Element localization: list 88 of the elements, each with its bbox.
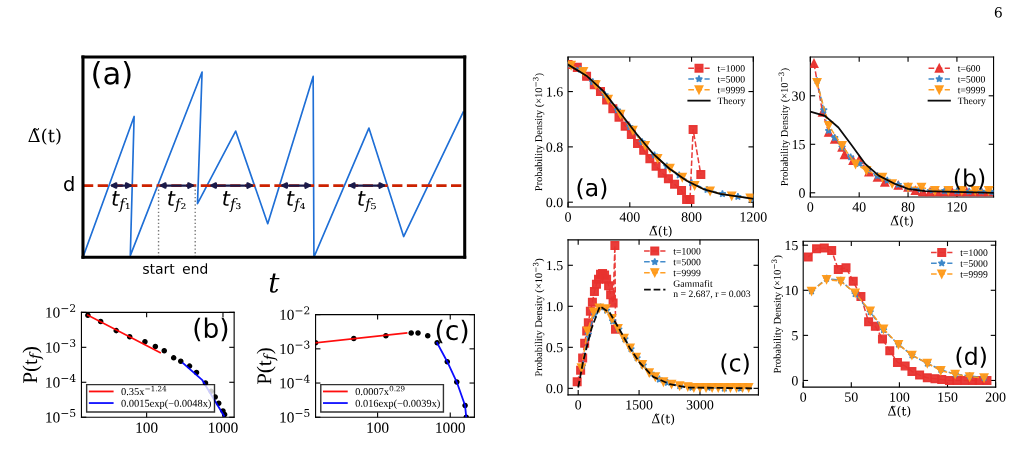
y-tick-label: 0.5: [546, 342, 563, 353]
text: Δ̃(t): [28, 128, 61, 145]
legend-label: t=9999: [957, 86, 985, 94]
x-axis-title: Δ̃(t): [649, 225, 672, 238]
y-tick-label: 10$^{−3}$: [280, 340, 310, 355]
y-tick-label: 0: [799, 188, 805, 198]
y-tick-label: 1.0: [547, 301, 563, 312]
y-axis-title: Probability Density (×10$^{−3}$): [532, 73, 545, 191]
legend-label: Theory: [957, 97, 986, 107]
text: t$_{f₄}$: [287, 191, 306, 213]
y-tick-label: 10$^{−5}$: [46, 409, 76, 423]
legend-label: t=5000: [960, 260, 988, 267]
legend-label: 0.0015exp(−0.0048x): [121, 399, 211, 409]
x-tick-label: 150: [938, 392, 958, 402]
x-tick-label: 80: [901, 202, 915, 212]
y-tick-label: 10$^{−4}$: [280, 374, 310, 389]
legend-label: 0.016exp(−0.0039x): [355, 399, 440, 409]
x-tick-label: 0: [807, 202, 814, 212]
text: t$_{f₃}$: [223, 191, 241, 213]
text: t$_{f₂}$: [168, 191, 186, 213]
x-tick-label: 40: [852, 202, 866, 212]
legend-label: 0.0007x$^{0.29}$: [355, 385, 405, 396]
annotation: (a): [577, 178, 607, 200]
legend-label: t=1000: [673, 247, 701, 255]
x-tick-label: 1000: [436, 422, 465, 433]
text: (a): [93, 61, 131, 89]
y-tick-label: 10: [785, 285, 798, 296]
text: t$_{f₅}$: [358, 191, 376, 213]
text: start: [143, 263, 175, 274]
annotation: (d): [956, 346, 986, 368]
x-tick-label: 1000: [209, 422, 238, 433]
legend-label: t=600: [957, 65, 981, 72]
text: end: [182, 263, 208, 274]
y-tick-label: 0.0: [546, 383, 563, 394]
y-tick-label: 10$^{−3}$: [46, 339, 76, 353]
x-axis-title: Δ̃(t): [890, 215, 913, 228]
text: t$_{f₁}$: [112, 191, 130, 213]
legend-label: t=1000: [717, 65, 745, 72]
x-tick-label: 100: [136, 422, 158, 433]
y-tick-label: 15: [785, 240, 798, 251]
y-axis-title: P(t$_{f}$): [256, 348, 278, 385]
x-tick-label: 100: [367, 422, 389, 433]
legend-label: t=5000: [717, 75, 745, 83]
text: t: [269, 273, 280, 293]
y-tick-label: 0.8: [546, 142, 563, 152]
x-axis-title: Δ̃(t): [887, 405, 911, 418]
x-tick-label: 50: [845, 392, 858, 402]
legend-label: t=9999: [960, 271, 988, 278]
legend-label: Theory: [717, 97, 746, 107]
annotation: (b): [954, 168, 985, 190]
y-tick-label: 15: [792, 139, 805, 150]
y-tick-label: 10$^{−5}$: [280, 409, 310, 423]
y-tick-label: 1.5: [547, 260, 563, 271]
y-axis-title: P(t$_{f}$): [22, 347, 44, 383]
y-axis-title: Probability Density (×10$^{−3}$): [771, 255, 783, 374]
legend-label: t=5000: [957, 75, 985, 83]
annotation: (c): [721, 353, 749, 375]
x-tick-label: 0: [565, 212, 571, 222]
y-tick-label: 0.0: [546, 197, 563, 208]
y-tick-label: 10$^{−4}$: [46, 373, 76, 388]
y-axis-title: Probability Density (×10$^{−3}$): [778, 68, 791, 186]
x-tick-label: 1200: [740, 212, 767, 222]
x-tick-label: 800: [681, 212, 702, 222]
y-tick-label: 10$^{−2}$: [280, 306, 310, 320]
x-tick-label: 100: [890, 392, 910, 402]
x-tick-label: 400: [619, 212, 640, 222]
x-axis-title: Δ̃(t): [651, 413, 675, 426]
y-axis-title: Probability Density (×10$^{−3}$): [532, 258, 545, 377]
annotation: (b): [194, 317, 228, 342]
y-tick-label: 10$^{−2}$: [46, 304, 76, 318]
x-tick-label: 0: [575, 400, 582, 410]
y-tick-label: 0: [791, 376, 798, 386]
annotation: (c): [436, 319, 468, 344]
text: 6: [994, 7, 1002, 18]
y-tick-label: 5: [792, 331, 798, 341]
x-tick-label: 200: [985, 392, 1006, 402]
text: d: [64, 176, 74, 192]
x-tick-label: 120: [947, 202, 967, 212]
legend-label: t=1000: [960, 249, 988, 256]
legend-label: Gammafit n = 2.687, r = 0.003: [673, 280, 751, 299]
y-tick-label: 1.6: [547, 87, 563, 97]
legend-label: 0.35x$^{−1.24}$: [121, 385, 167, 396]
legend-label: t=9999: [673, 269, 701, 277]
y-tick-label: 30: [792, 91, 805, 101]
x-tick-label: 3000: [686, 400, 714, 410]
x-tick-label: 1500: [626, 400, 653, 410]
legend-label: t=5000: [673, 258, 701, 266]
legend-label: t=9999: [717, 86, 745, 94]
